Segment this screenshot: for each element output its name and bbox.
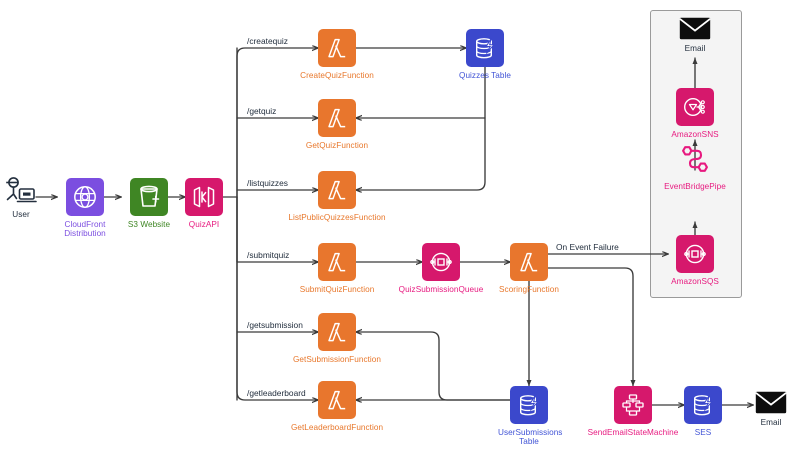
node-user[interactable]: User	[3, 176, 39, 219]
node-amazon-sns[interactable]: AmazonSNS	[671, 88, 719, 139]
edge-label-on-event-failure: On Event Failure	[556, 242, 619, 252]
cloudfront-icon	[66, 178, 104, 216]
node-label: SubmitQuizFunction	[299, 285, 375, 294]
node-ses[interactable]: SES	[684, 386, 722, 437]
node-label: GetQuizFunction	[305, 141, 369, 150]
lambda-icon	[318, 29, 356, 67]
node-label: Quizzes Table	[459, 71, 511, 80]
node-label: GetLeaderboardFunction	[290, 423, 384, 432]
node-label: SendEmailStateMachine	[587, 428, 679, 437]
node-label: GetSubmissionFunction	[293, 355, 381, 364]
node-amazon-sqs[interactable]: AmazonSQS	[671, 235, 719, 286]
node-email-sns[interactable]: Email	[677, 16, 713, 53]
node-create-quiz-function[interactable]: CreateQuizFunction	[300, 29, 374, 80]
dynamodb-icon	[510, 386, 548, 424]
node-quizzes-table[interactable]: Quizzes Table	[459, 29, 511, 80]
edge-label-getleaderboard: /getleaderboard	[247, 388, 306, 398]
node-send-email-state-machine[interactable]: SendEmailStateMachine	[588, 386, 678, 437]
edge-label-createquiz: /createquiz	[247, 36, 288, 46]
lambda-icon	[510, 243, 548, 281]
edge-label-submitquiz: /submitquiz	[247, 250, 290, 260]
node-label: SES	[694, 428, 712, 437]
user-laptop-icon	[4, 176, 38, 206]
sns-icon	[676, 88, 714, 126]
node-label: UserSubmissions Table	[498, 428, 563, 447]
node-get-quiz-function[interactable]: GetQuizFunction	[306, 99, 368, 150]
node-label: CloudFront Distribution	[64, 220, 106, 239]
node-label: QuizAPI	[188, 220, 220, 229]
node-label: AmazonSQS	[671, 277, 719, 286]
node-label: Email	[684, 44, 706, 53]
node-email-ses[interactable]: Email	[753, 390, 789, 427]
lambda-icon	[318, 171, 356, 209]
node-quizapi[interactable]: QuizAPI	[185, 178, 223, 229]
node-get-leaderboard-function[interactable]: GetLeaderboardFunction	[291, 381, 383, 432]
node-label: Email	[760, 418, 782, 427]
lambda-icon	[318, 243, 356, 281]
lambda-icon	[318, 381, 356, 419]
node-submit-quiz-function[interactable]: SubmitQuizFunction	[300, 243, 374, 294]
node-label: AmazonSNS	[671, 130, 719, 139]
node-user-submissions-table[interactable]: UserSubmissions Table	[498, 386, 562, 447]
dynamodb-icon	[466, 29, 504, 67]
node-label: QuizSubmissionQueue	[398, 285, 484, 294]
node-s3[interactable]: S3 Website	[127, 178, 171, 229]
node-label: S3 Website	[127, 220, 171, 229]
email-envelope-icon	[679, 16, 711, 40]
eventbridge-pipe-icon	[676, 140, 714, 178]
ses-icon	[684, 386, 722, 424]
node-eventbridge-pipe[interactable]: EventBridgePipe	[664, 140, 726, 191]
edge-label-getsubmission: /getsubmission	[247, 320, 303, 330]
edge-label-getquiz: /getquiz	[247, 106, 277, 116]
node-list-public-quizzes-function[interactable]: ListPublicQuizzesFunction	[288, 171, 386, 222]
node-label: EventBridgePipe	[664, 182, 726, 191]
lambda-icon	[318, 313, 356, 351]
node-scoring-function[interactable]: ScoringFunction	[499, 243, 559, 294]
node-cloudfront[interactable]: CloudFront Distribution	[64, 178, 106, 239]
email-envelope-icon	[755, 390, 787, 414]
api-gateway-icon	[185, 178, 223, 216]
lambda-icon	[318, 99, 356, 137]
s3-bucket-icon	[130, 178, 168, 216]
node-label: User	[12, 210, 30, 219]
node-label: CreateQuizFunction	[300, 71, 374, 80]
node-get-submission-function[interactable]: GetSubmissionFunction	[293, 313, 381, 364]
sqs-icon	[422, 243, 460, 281]
node-quiz-submission-queue[interactable]: QuizSubmissionQueue	[399, 243, 483, 294]
sqs-icon	[676, 235, 714, 273]
node-label: ListPublicQuizzesFunction	[288, 213, 386, 222]
node-label: ScoringFunction	[499, 285, 559, 294]
step-functions-icon	[614, 386, 652, 424]
edge-label-listquizzes: /listquizzes	[247, 178, 288, 188]
